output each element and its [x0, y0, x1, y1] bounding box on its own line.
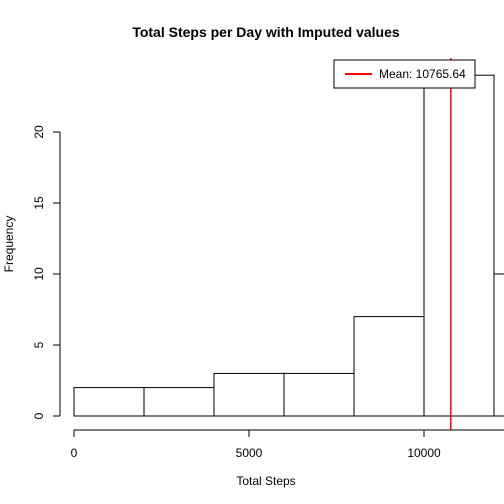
x-tick-label-2: 10000 [407, 446, 441, 460]
histogram-bar-2 [213, 372, 285, 417]
y-tick-label-1: 5 [32, 341, 46, 348]
legend: Mean: 10765.64 [333, 59, 476, 89]
x-axis-label: Total Steps [236, 474, 295, 488]
y-axis: 0 5 10 15 20 [32, 125, 61, 419]
histogram-bar-5 [423, 74, 495, 417]
y-tick-label-0: 0 [32, 412, 46, 419]
x-tick-label-1: 5000 [236, 446, 263, 460]
histogram-bar-1 [143, 387, 215, 417]
histogram-bar-4 [353, 316, 425, 417]
histogram-bar-6 [493, 273, 504, 417]
y-tick-label-2: 10 [32, 267, 46, 281]
legend-label-mean: Mean: 10765.64 [379, 67, 466, 81]
histogram-bar-3 [283, 372, 355, 417]
y-tick-label-3: 15 [32, 196, 46, 210]
y-tick-label-4: 20 [32, 125, 46, 139]
y-axis-label: Frequency [2, 216, 16, 273]
histogram-bars [73, 74, 504, 417]
x-tick-label-0: 0 [71, 446, 78, 460]
chart-title: Total Steps per Day with Imputed values [132, 24, 400, 40]
histogram-bar-0 [73, 387, 145, 417]
x-axis: 05000100001500020000 [71, 429, 504, 460]
